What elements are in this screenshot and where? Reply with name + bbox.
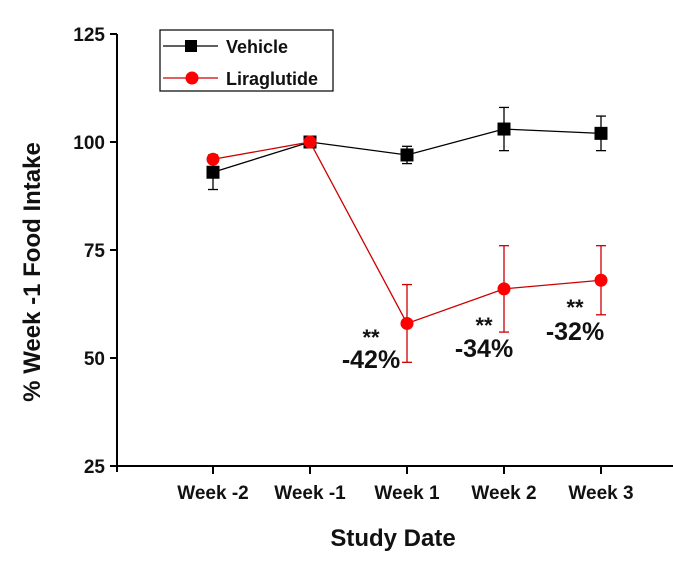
x-tick-label: Week -1 bbox=[274, 483, 346, 504]
legend-marker-circle-icon bbox=[185, 71, 199, 85]
y-tick-label: 75 bbox=[84, 241, 106, 262]
data-point-square bbox=[206, 165, 220, 179]
significance-stars: ** bbox=[566, 295, 584, 320]
legend-label-vehicle: Vehicle bbox=[226, 37, 288, 57]
x-axis-title: Study Date bbox=[330, 525, 455, 552]
x-tick-label: Week -2 bbox=[177, 483, 248, 504]
data-point-square bbox=[497, 122, 511, 136]
significance-stars: ** bbox=[475, 313, 493, 338]
y-tick-label: 25 bbox=[84, 457, 106, 478]
x-tick-label: Week 2 bbox=[471, 483, 536, 504]
x-tick-label: Week 1 bbox=[374, 483, 440, 504]
legend: Vehicle Liraglutide bbox=[159, 29, 334, 92]
y-ticks: 25 50 75 100 125 bbox=[73, 25, 117, 478]
legend-item-liraglutide[interactable]: Liraglutide bbox=[163, 69, 318, 89]
x-tick-label: Week 3 bbox=[568, 483, 633, 504]
data-point-square bbox=[594, 126, 608, 140]
data-point-circle bbox=[497, 282, 511, 296]
axes bbox=[116, 34, 673, 472]
data-point-circle bbox=[400, 316, 414, 330]
percent-change-label: -34% bbox=[455, 335, 513, 363]
data-point-square bbox=[400, 148, 414, 162]
legend-marker-square-icon bbox=[185, 40, 197, 52]
legend-label-liraglutide: Liraglutide bbox=[226, 69, 318, 89]
significance-stars: ** bbox=[362, 325, 380, 350]
y-tick-label: 50 bbox=[84, 349, 105, 370]
legend-item-vehicle[interactable]: Vehicle bbox=[163, 37, 288, 57]
data-point-circle bbox=[206, 152, 220, 166]
series-layer bbox=[206, 106, 608, 363]
data-point-circle bbox=[594, 273, 608, 287]
series-liraglutide bbox=[206, 135, 608, 363]
series-vehicle bbox=[206, 106, 608, 191]
x-ticks: Week -2 Week -1 Week 1 Week 2 Week 3 bbox=[177, 466, 634, 504]
data-point-circle bbox=[303, 135, 317, 149]
y-axis-title: % Week -1 Food Intake bbox=[19, 142, 46, 402]
percent-change-label: -32% bbox=[546, 318, 604, 346]
percent-change-label: -42% bbox=[342, 346, 400, 374]
y-tick-label: 100 bbox=[73, 133, 105, 154]
annotations: **-42%**-34%**-32% bbox=[342, 295, 604, 374]
y-tick-label: 125 bbox=[73, 25, 105, 46]
